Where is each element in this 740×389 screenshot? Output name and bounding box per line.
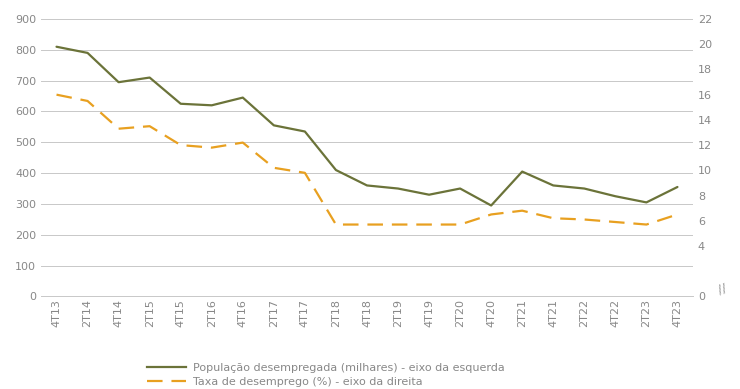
Text: //: // <box>716 281 729 296</box>
Legend: População desempregada (milhares) - eixo da esquerda, Taxa de desemprego (%) - e: População desempregada (milhares) - eixo… <box>147 363 504 387</box>
